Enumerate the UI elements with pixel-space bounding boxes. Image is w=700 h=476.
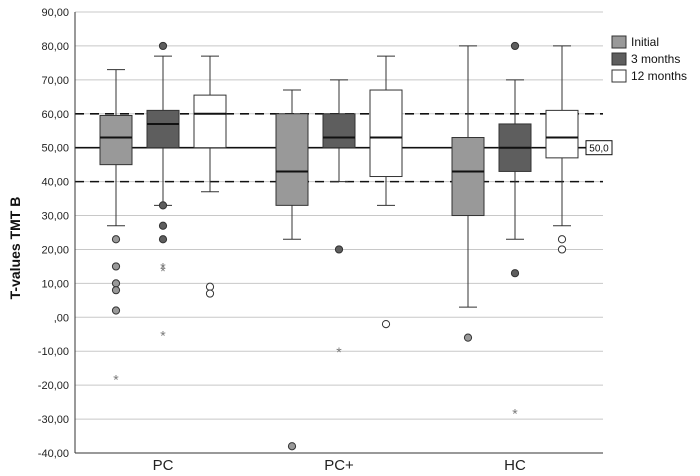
extreme-point: * [113,371,119,387]
box [275,113,309,206]
outlier-point [557,235,567,244]
y-tick-label: ,00 [54,312,69,324]
outlier-point [205,282,215,291]
extreme-point: * [160,263,166,279]
box [193,94,227,149]
y-tick-label: 20,00 [41,244,69,256]
boxes: ****** [99,41,579,451]
y-tick-label: 60,00 [41,109,69,121]
extreme-point: * [336,344,342,360]
grid-lines [75,11,603,454]
box [545,109,579,159]
box [451,137,485,217]
legend-swatch [611,35,627,49]
outlier-point [334,245,344,254]
outlier-point [463,333,473,342]
y-tick-label: -10,00 [38,346,69,358]
outlier-point [111,262,121,271]
legend: Initial 3 months 12 months [611,35,687,83]
x-category-label: PC [153,457,174,474]
box [369,89,403,178]
reference-label: 50,0 [589,144,609,155]
extreme-point: * [160,327,166,343]
box [99,114,133,166]
extreme-point: * [512,405,518,421]
y-tick-label: -40,00 [38,448,69,460]
extreme-point: * [160,259,166,275]
y-tick-label: 30,00 [41,211,69,223]
legend-label: Initial [631,35,659,49]
legend-swatch [611,52,627,66]
axes: -40,00 -30,00 -20,00 -10,00 ,00 10,00 20,00 30,… [38,7,603,474]
y-axis-label: T-values TMT B [7,197,23,300]
y-tick-label: 90,00 [41,7,69,19]
outlier-point [158,41,168,51]
outlier-point [111,235,121,244]
outlier-point [158,235,168,244]
outlier-point [205,289,215,298]
outlier-point [510,41,520,51]
outlier-point [158,221,168,230]
x-category-label: HC [504,457,526,474]
outlier-point [111,306,121,315]
outlier-point [158,201,168,210]
legend-swatch [611,69,627,83]
box [322,113,356,149]
legend-label: 12 months [631,69,687,83]
y-tick-label: 80,00 [41,41,69,53]
outlier-point [510,269,520,278]
outlier-point [381,319,391,329]
legend-label: 3 months [631,52,680,66]
outlier-point [111,286,121,295]
x-category-label: PC+ [324,457,354,474]
y-tick-label: 50,00 [41,143,69,155]
outlier-point [111,279,121,288]
reference-label-box [585,140,613,156]
y-tick-label: 40,00 [41,177,69,189]
y-tick-label: -30,00 [38,414,69,426]
outlier-point [557,245,567,254]
y-tick-label: 10,00 [41,278,69,290]
y-tick-label: -20,00 [38,380,69,392]
y-tick-label: 70,00 [41,75,69,87]
outlier-point [287,442,297,451]
box [146,109,180,149]
